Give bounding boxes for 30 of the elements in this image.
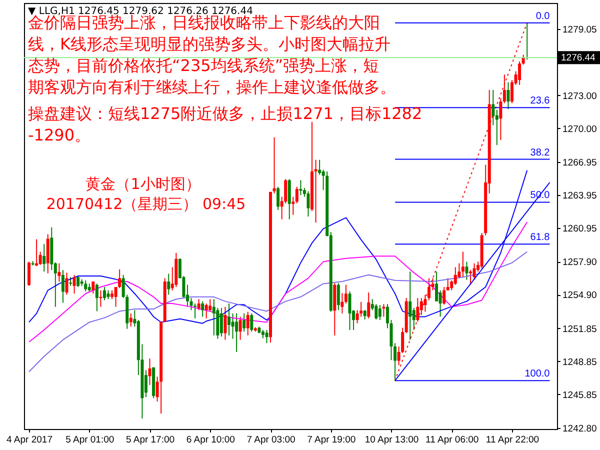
y-tick-label: 1260.95 bbox=[562, 224, 597, 235]
x-tick-label: 10 Apr 13:00 bbox=[364, 434, 419, 446]
series-label: 38.2 bbox=[530, 147, 550, 158]
y-tick-label: 1263.95 bbox=[562, 190, 597, 202]
y-tick-label: 1242.80 bbox=[562, 423, 597, 434]
x-tick-label: 7 Apr 03:00 bbox=[246, 434, 296, 446]
y-tick-label: 1273.00 bbox=[562, 90, 597, 102]
annotation: 黄金（1小时图） bbox=[86, 175, 200, 193]
y-tick-label: 1248.85 bbox=[562, 356, 597, 368]
y-tick-label: 1251.85 bbox=[562, 324, 597, 335]
annotation: 20170412（星期三） 09:45 bbox=[46, 195, 246, 213]
y-tick-label: 1270.00 bbox=[562, 124, 597, 135]
x-tick-label: 11 Apr 06:00 bbox=[426, 434, 479, 446]
x-tick-label: 5 Apr 01:00 bbox=[66, 434, 114, 446]
y-tick-label: 1254.90 bbox=[562, 290, 597, 302]
series-label: 23.6 bbox=[530, 96, 550, 107]
x-tick-label: 4 Apr 2017 bbox=[6, 434, 52, 446]
y-tick-label: 1266.95 bbox=[562, 158, 597, 169]
x-tick-label: 11 Apr 22:00 bbox=[486, 434, 540, 446]
ref-line-label: 1276.44 bbox=[561, 52, 596, 64]
series-label: 0.0 bbox=[536, 10, 550, 22]
x-tick-label: 7 Apr 19:00 bbox=[307, 434, 356, 446]
series-label: 61.8 bbox=[530, 232, 550, 244]
x-tick-label: 5 Apr 17:00 bbox=[126, 434, 175, 446]
y-tick-label: 1279.05 bbox=[562, 24, 597, 36]
annotation: 操盘建议：短线1275附近做多，止损1271，目标1282-1290。 bbox=[28, 104, 422, 144]
series-label: 100.0 bbox=[524, 368, 550, 380]
y-tick-label: 1257.90 bbox=[562, 257, 597, 268]
y-tick-label: 1245.85 bbox=[562, 390, 597, 401]
x-tick-label: 6 Apr 10:00 bbox=[186, 434, 235, 446]
